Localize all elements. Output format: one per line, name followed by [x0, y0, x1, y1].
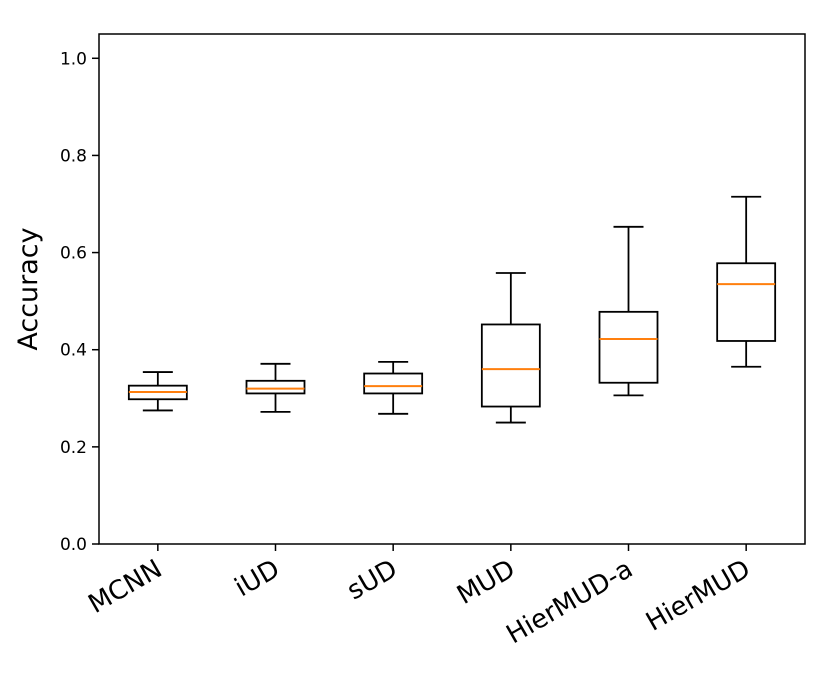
x-tick-label: iUD: [230, 554, 285, 603]
box-mcnn: [127, 371, 188, 412]
box-iud: [245, 362, 306, 413]
y-tick-label: 0.8: [60, 146, 87, 166]
y-tick-label: 1.0: [60, 49, 87, 69]
iqr-box: [245, 379, 306, 395]
y-axis-label: Accuracy: [13, 227, 44, 350]
y-tick-label: 0.4: [60, 341, 87, 361]
iqr-box: [480, 323, 541, 408]
x-tick-label: MUD: [452, 554, 520, 611]
x-tick-label: sUD: [342, 554, 403, 606]
plot-frame: [98, 33, 806, 545]
x-tick-label: HierMUD-a: [502, 554, 638, 650]
box-mud: [480, 272, 541, 424]
iqr-box: [716, 262, 777, 342]
x-tick-label: HierMUD: [641, 554, 756, 637]
box-hiermud: [716, 195, 777, 368]
iqr-box: [598, 310, 659, 384]
y-axis: 0.0 0.2 0.4 0.6 0.8 1.0: [60, 49, 99, 555]
y-tick-label: 0.6: [60, 244, 87, 264]
boxes-layer: [127, 195, 777, 424]
y-tick-label: 0.2: [60, 438, 87, 458]
box-sud: [363, 360, 424, 415]
y-tick-label: 0.0: [60, 535, 87, 555]
iqr-box: [363, 372, 424, 395]
x-tick-label: MCNN: [83, 554, 167, 620]
box-hiermud-a: [598, 225, 659, 397]
